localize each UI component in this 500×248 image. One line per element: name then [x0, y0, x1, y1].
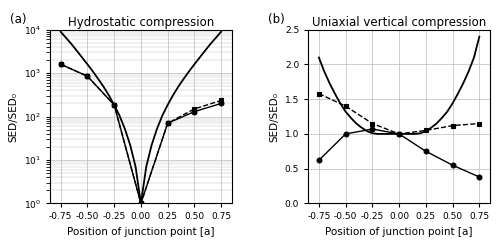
- Title: Uniaxial vertical compression: Uniaxial vertical compression: [312, 16, 486, 29]
- Y-axis label: SED/SED₀: SED/SED₀: [8, 92, 18, 142]
- Y-axis label: SED/SED₀: SED/SED₀: [269, 92, 279, 142]
- X-axis label: Position of junction point [a]: Position of junction point [a]: [326, 227, 473, 237]
- X-axis label: Position of junction point [a]: Position of junction point [a]: [67, 227, 214, 237]
- Text: (a): (a): [10, 13, 26, 26]
- Title: Hydrostatic compression: Hydrostatic compression: [68, 16, 214, 29]
- Text: (b): (b): [268, 13, 285, 26]
